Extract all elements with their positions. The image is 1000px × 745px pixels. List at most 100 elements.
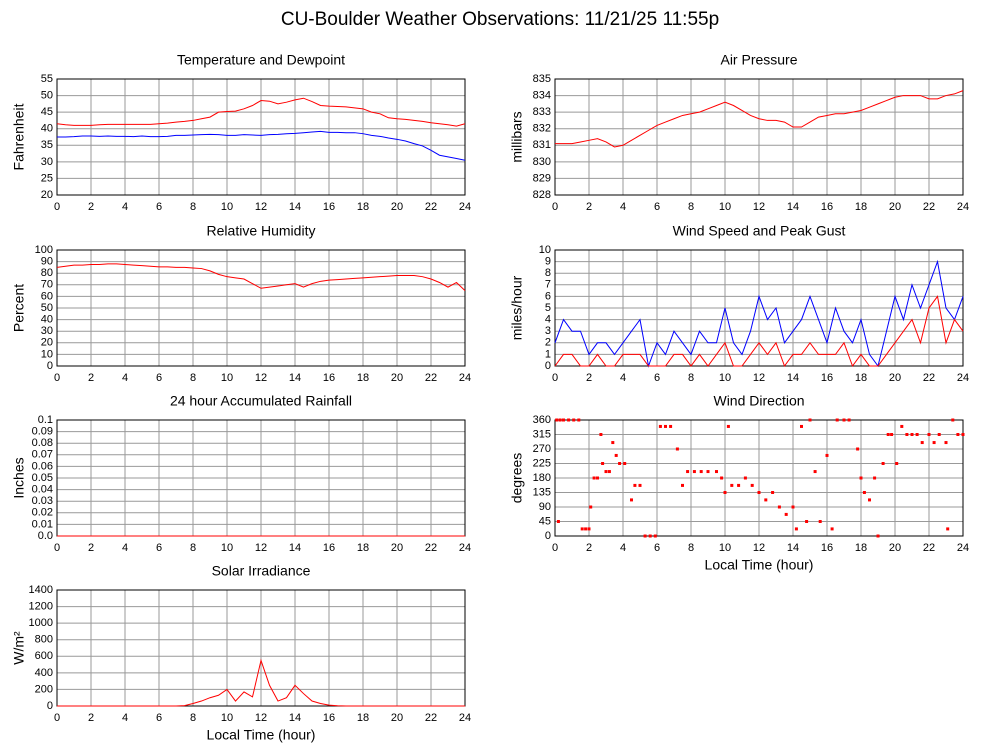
y-tick-label: 45 xyxy=(539,515,551,527)
x-tick-label: 12 xyxy=(255,372,267,384)
y-tick-label: 30 xyxy=(41,325,53,337)
y-axis-label: Percent xyxy=(11,284,27,332)
x-tick-label: 12 xyxy=(255,542,267,554)
y-tick-label: 0 xyxy=(545,360,551,372)
x-tick-label: 20 xyxy=(889,372,901,384)
x-tick-label: 8 xyxy=(190,201,196,213)
scatter-point xyxy=(856,447,860,451)
x-tick-label: 24 xyxy=(459,372,471,384)
scatter-point xyxy=(643,534,647,538)
x-tick-label: 0 xyxy=(54,542,60,554)
x-tick-label: 22 xyxy=(425,372,437,384)
y-axis-label: Inches xyxy=(11,457,27,498)
x-tick-label: 24 xyxy=(459,201,471,213)
x-tick-label: 8 xyxy=(688,372,694,384)
scatter-point xyxy=(777,505,781,509)
x-tick-label: 6 xyxy=(156,542,162,554)
x-tick-label: 22 xyxy=(923,542,935,554)
panel-title: Relative Humidity xyxy=(207,223,316,239)
panel-title: Air Pressure xyxy=(720,52,797,68)
x-tick-label: 4 xyxy=(122,201,128,213)
x-tick-label: 24 xyxy=(459,542,471,554)
scatter-point xyxy=(558,418,562,422)
x-tick-label: 0 xyxy=(54,712,60,724)
plot-frame xyxy=(554,249,964,367)
x-tick-label: 0 xyxy=(54,201,60,213)
y-tick-label: 270 xyxy=(533,443,551,455)
scatter-point xyxy=(592,476,596,480)
y-tick-label: 0.1 xyxy=(38,414,53,426)
scatter-point xyxy=(596,476,599,480)
y-tick-label: 9 xyxy=(545,256,551,268)
x-tick-label: 0 xyxy=(552,372,558,384)
scatter-point xyxy=(580,527,584,531)
x-tick-label: 6 xyxy=(654,201,660,213)
y-tick-label: 25 xyxy=(41,172,53,184)
scatter-point xyxy=(726,424,730,428)
x-tick-label: 10 xyxy=(221,712,233,724)
y-tick-label: 600 xyxy=(35,650,53,662)
scatter-point xyxy=(873,476,877,480)
scatter-point xyxy=(794,527,798,531)
x-tick-label: 10 xyxy=(719,542,731,554)
scatter-point xyxy=(750,483,754,487)
y-axis-label: millibars xyxy=(509,111,525,162)
scatter-point xyxy=(630,498,633,502)
x-tick-label: 2 xyxy=(586,201,592,213)
plot-frame xyxy=(554,78,964,196)
scatter-point xyxy=(567,418,571,422)
y-tick-label: 831 xyxy=(533,139,551,151)
y-tick-label: 0 xyxy=(545,530,551,542)
scatter-point xyxy=(604,470,608,474)
scatter-point xyxy=(633,483,637,487)
x-tick-label: 24 xyxy=(957,542,969,554)
y-tick-label: 0.07 xyxy=(32,449,53,461)
x-tick-label: 14 xyxy=(787,372,799,384)
x-tick-label: 2 xyxy=(88,712,94,724)
x-tick-label: 0 xyxy=(552,542,558,554)
y-tick-label: 1000 xyxy=(29,617,53,629)
x-tick-label: 8 xyxy=(190,542,196,554)
scatter-point xyxy=(730,483,734,487)
x-tick-label: 4 xyxy=(620,201,626,213)
x-tick-label: 12 xyxy=(753,542,765,554)
x-tick-label: 8 xyxy=(688,201,694,213)
scatter-point xyxy=(956,433,960,436)
y-tick-label: 45 xyxy=(41,106,53,118)
x-tick-label: 4 xyxy=(122,372,128,384)
scatter-point xyxy=(562,418,565,422)
scatter-point xyxy=(900,424,904,428)
y-tick-label: 100 xyxy=(35,244,53,256)
scatter-point xyxy=(699,470,703,474)
scatter-point xyxy=(692,470,696,474)
scatter-point xyxy=(607,470,611,474)
scatter-point xyxy=(842,418,846,422)
y-tick-label: 8 xyxy=(545,267,551,279)
scatter-point xyxy=(669,424,673,428)
x-tick-label: 10 xyxy=(221,542,233,554)
y-tick-label: 0.08 xyxy=(32,437,53,449)
y-tick-label: 4 xyxy=(545,314,551,326)
scatter-point xyxy=(813,470,817,474)
y-axis-label: degrees xyxy=(509,453,525,504)
y-tick-label: 10 xyxy=(41,348,53,360)
y-axis-label: miles/hour xyxy=(509,275,525,340)
scatter-point xyxy=(658,424,662,428)
x-tick-label: 22 xyxy=(425,201,437,213)
x-tick-label: 4 xyxy=(620,542,626,554)
scatter-point xyxy=(784,512,788,516)
y-tick-label: 400 xyxy=(35,667,53,679)
y-tick-label: 10 xyxy=(539,244,551,256)
y-tick-label: 50 xyxy=(41,89,53,101)
scatter-point xyxy=(653,534,657,538)
x-tick-label: 2 xyxy=(586,542,592,554)
y-tick-label: 20 xyxy=(41,189,53,201)
series-line xyxy=(554,295,964,368)
y-tick-label: 70 xyxy=(41,279,53,291)
scatter-point xyxy=(723,491,727,494)
x-tick-label: 18 xyxy=(357,201,369,213)
x-tick-label: 18 xyxy=(855,201,867,213)
x-tick-label: 0 xyxy=(552,201,558,213)
x-tick-label: 4 xyxy=(122,542,128,554)
